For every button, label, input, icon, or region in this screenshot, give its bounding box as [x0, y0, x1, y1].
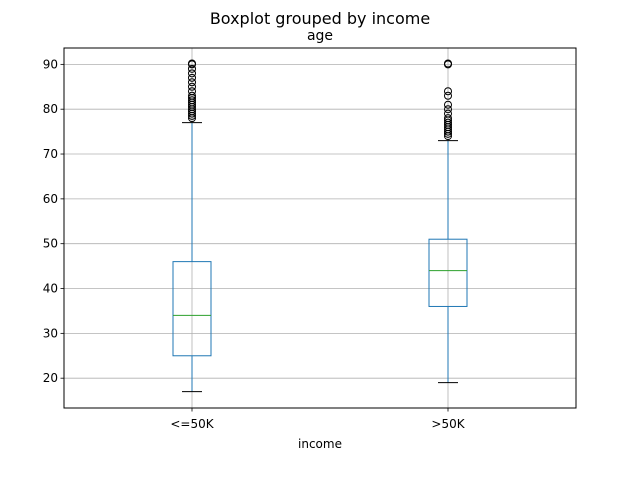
- outlier-point: [188, 64, 196, 73]
- chart-suptitle: Boxplot grouped by income: [210, 9, 430, 28]
- outlier-point: [444, 87, 452, 96]
- chart-title: age: [307, 28, 333, 44]
- y-tick-label: 40: [43, 282, 58, 296]
- outlier-point: [188, 73, 196, 82]
- boxes-layer: [172, 59, 468, 393]
- box: [172, 261, 212, 357]
- outlier-point: [188, 69, 196, 78]
- y-tick-label: 60: [43, 192, 58, 206]
- outlier-point: [188, 59, 196, 68]
- y-tick-label: 50: [43, 237, 58, 251]
- y-axis: 20 30 40 50 60 70 80 90: [43, 57, 64, 385]
- outlier-point: [188, 96, 196, 105]
- x-axis-label: income: [298, 437, 342, 451]
- outlier-point: [444, 91, 452, 100]
- box-group: [172, 59, 212, 393]
- outlier-point: [444, 59, 452, 68]
- y-tick-label: 20: [43, 371, 58, 385]
- x-tick-label: <=50K: [170, 417, 214, 431]
- outlier-point: [444, 100, 452, 109]
- y-tick-label: 80: [43, 102, 58, 116]
- y-tick-label: 30: [43, 326, 58, 340]
- y-tick-label: 70: [43, 147, 58, 161]
- outlier-point: [188, 91, 196, 100]
- x-axis: <=50K >50K: [170, 408, 466, 431]
- outlier-point: [444, 109, 452, 118]
- plot-frame: [63, 47, 577, 409]
- outlier-point: [188, 82, 196, 91]
- grid-lines: [64, 48, 576, 408]
- outlier-point: [444, 114, 452, 123]
- y-tick-label: 90: [43, 57, 58, 71]
- outlier-point: [444, 118, 452, 127]
- box-group: [428, 59, 468, 384]
- outlier-point: [188, 87, 196, 96]
- outlier-point: [444, 105, 452, 114]
- x-tick-label: >50K: [431, 417, 465, 431]
- outlier-point: [188, 78, 196, 87]
- box: [428, 238, 468, 307]
